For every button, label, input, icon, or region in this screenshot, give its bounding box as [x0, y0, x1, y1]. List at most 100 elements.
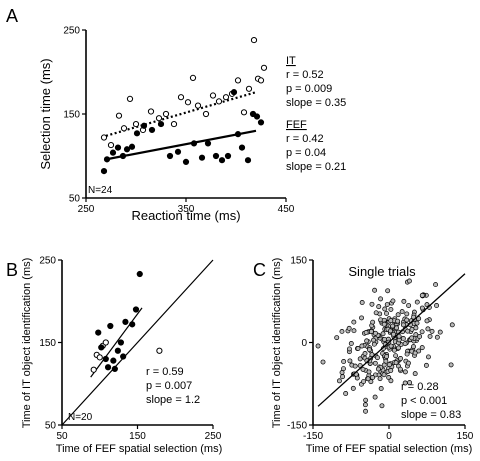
panel-c-point [398, 356, 403, 361]
panel-a-point-it [260, 64, 268, 71]
panel-b-point [129, 321, 136, 328]
panel-c-point [377, 376, 383, 382]
panel-c-point [397, 366, 403, 372]
panel-c-point [315, 343, 321, 349]
panel-c-point [348, 341, 354, 346]
panel-c-point [372, 394, 378, 400]
panel-c-point [368, 379, 374, 385]
panel-c-fit-line [317, 273, 466, 407]
panel-c-point [404, 351, 410, 357]
panel-c-point [393, 353, 399, 359]
panel-c-y-tick-label: 0 [301, 338, 307, 349]
panel-c-point [380, 331, 386, 337]
panel-c-stat-slope: slope = 0.83 [401, 409, 461, 421]
panel-c-point [429, 328, 435, 334]
panel-c-point [409, 335, 415, 341]
panel-c-point [388, 368, 394, 373]
panel-c-x-tick-label: -150 [303, 431, 323, 442]
panel-b-x-tick-label: 150 [129, 431, 146, 442]
panel-a-point-it [107, 141, 115, 149]
panel-a-x-tick-label: 450 [278, 204, 295, 215]
panel-b-unity-line [61, 259, 214, 426]
panel-a-point-fef [114, 144, 122, 151]
panel-a-point-it [162, 110, 170, 118]
panel-c-point [404, 317, 410, 323]
panel-c-point [395, 312, 401, 318]
panel-a-point-fef [230, 89, 238, 96]
panel-c-point [413, 325, 419, 331]
panel-c-point [360, 366, 366, 372]
panel-c-point [427, 333, 433, 339]
panel-a-n-label: N=24 [88, 185, 113, 196]
panel-c-point [372, 330, 378, 336]
panel-c-point [433, 282, 439, 288]
panel-c-point [434, 334, 440, 340]
panel-b-point [120, 353, 127, 360]
panel-c-point [393, 360, 399, 366]
panel-c-point [351, 328, 357, 334]
panel-c-point [412, 350, 418, 356]
panel-c-title: Single trials [348, 264, 416, 279]
panel-c-point [388, 306, 394, 312]
panel-a-y-tick-label: 50 [69, 194, 81, 205]
panel-c-point [359, 300, 365, 305]
panel-c-y-tick-label: -150 [287, 421, 307, 432]
panel-c-point [376, 304, 382, 310]
panel-c-point [404, 311, 410, 317]
panel-a-point-fef [234, 131, 242, 138]
panel-a-it-stat-p: p = 0.009 [286, 83, 332, 95]
panel-c-point [366, 369, 372, 375]
panel-b-point [136, 270, 143, 278]
panel-c-point [340, 374, 346, 380]
panel-c-point [406, 303, 412, 308]
panel-c-point [391, 347, 397, 353]
panel-c-point [346, 325, 352, 331]
panel-label-a: A [6, 6, 18, 26]
panel-c-point [390, 323, 396, 329]
panel-a-point-fef [244, 157, 252, 164]
panel-c-point [386, 375, 392, 380]
panel-a-point-fef [109, 149, 117, 156]
panel-c-point [388, 378, 394, 384]
panel-a-point-it [147, 108, 155, 115]
panel-c-point [423, 362, 429, 368]
panel-a-point-fef [157, 120, 165, 128]
panel-c-point [381, 362, 387, 368]
panel-c-point [350, 385, 356, 391]
panel-c-point [384, 310, 389, 316]
panel-c-point [419, 305, 425, 311]
panel-b-point [114, 347, 121, 354]
panel-b-xlabel: Time of FEF spatial selection (ms) [56, 443, 222, 455]
panel-a-point-it [202, 110, 210, 118]
panel-c-point [343, 391, 349, 396]
panel-c-point [381, 321, 387, 327]
panel-c-point [391, 331, 396, 337]
panel-c-stat-r: r = 0.28 [401, 381, 439, 393]
panel-c-point [402, 341, 408, 347]
panel-c-point [372, 287, 378, 293]
panel-c-point [390, 298, 396, 304]
panel-c-point [419, 292, 425, 298]
panel-c-point [419, 345, 425, 351]
panel-c-point [379, 403, 385, 409]
panel-c-point [371, 337, 376, 343]
panel-c-point [355, 346, 361, 351]
panel-c-point [370, 319, 376, 325]
panel-a-point-it [155, 115, 163, 122]
panel-a-point-fef [174, 148, 182, 155]
panel-c-point [384, 302, 390, 307]
panel-c-point [425, 354, 431, 360]
panel-b-y-tick-label: 150 [39, 338, 56, 349]
panel-a-ylabel: Selection time (ms) [38, 58, 53, 169]
panel-c-point [396, 333, 402, 339]
panel-c-point [375, 366, 381, 372]
panel-b-point [156, 347, 163, 354]
panel-a-point-it [194, 102, 202, 109]
panel-a-point-it [170, 120, 178, 128]
panel-c-point [370, 375, 376, 380]
panel-a-point-it [126, 95, 134, 102]
panel-a-point-it [184, 99, 192, 106]
panel-b-point [110, 357, 117, 364]
panel-a-it-name: IT [286, 55, 296, 67]
panel-a-point-it [100, 134, 108, 141]
